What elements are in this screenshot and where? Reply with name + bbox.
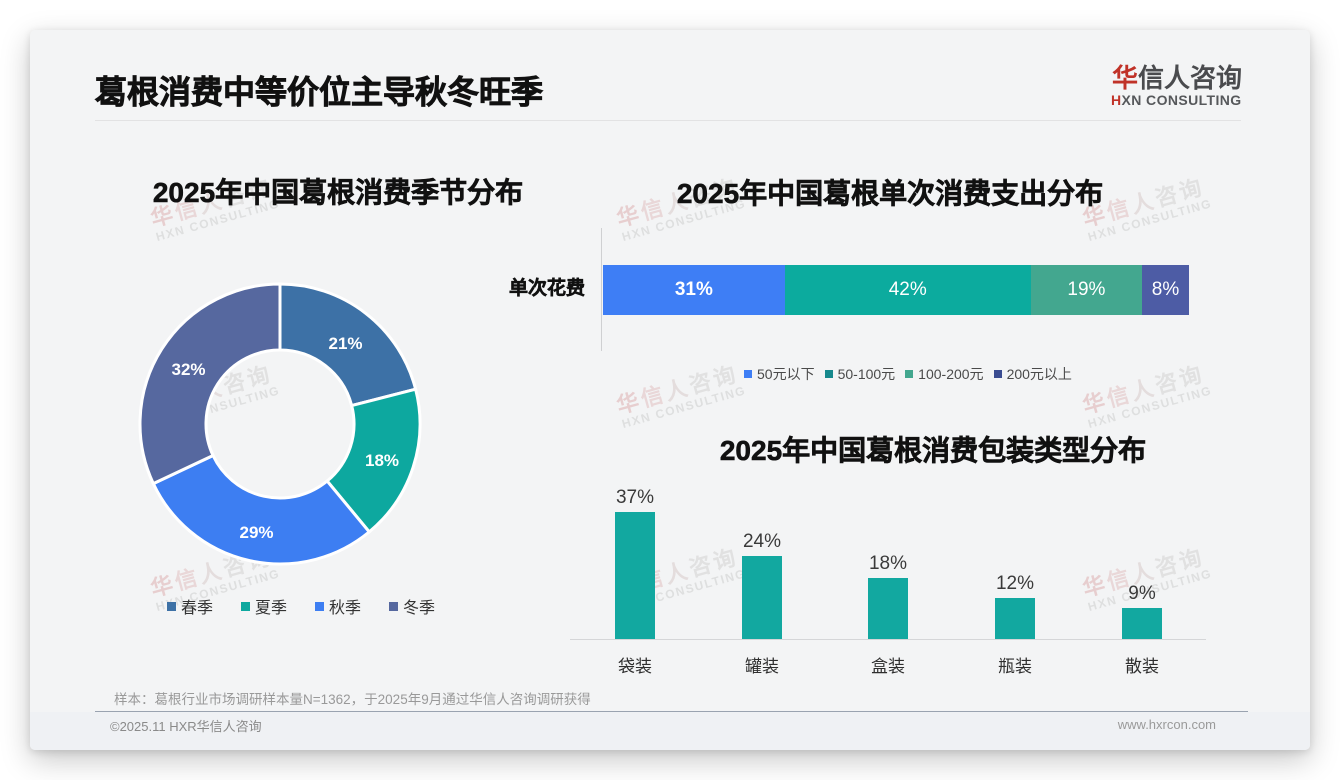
svg-text:18%: 18%: [365, 451, 399, 470]
svg-text:32%: 32%: [171, 360, 205, 379]
svg-text:21%: 21%: [328, 334, 362, 353]
svg-text:29%: 29%: [239, 523, 273, 542]
